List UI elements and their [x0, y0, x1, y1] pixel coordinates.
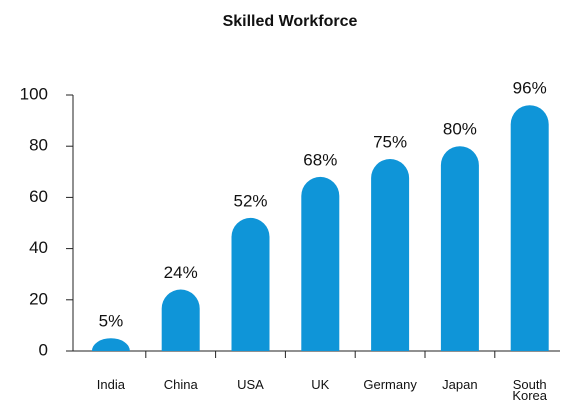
y-tick-label: 0	[39, 340, 48, 359]
y-tick-label: 60	[29, 187, 48, 206]
bar	[301, 176, 340, 351]
bar	[231, 217, 270, 351]
value-label: 75%	[373, 132, 407, 151]
bar	[440, 146, 479, 351]
x-tick-label: China	[163, 377, 198, 392]
x-tick-label: USA	[237, 377, 264, 392]
value-label: 24%	[164, 263, 198, 282]
bar	[371, 159, 410, 351]
x-tick-label: Japan	[442, 377, 478, 392]
x-tick-label: India	[96, 377, 125, 392]
bar	[161, 289, 200, 351]
y-tick-label: 100	[20, 84, 48, 103]
x-tick-label: UK	[311, 377, 330, 392]
y-tick-label: 80	[29, 136, 48, 155]
value-label: 68%	[303, 150, 337, 169]
y-tick-label: 40	[29, 238, 48, 257]
value-label: 52%	[233, 191, 267, 210]
value-label: 96%	[513, 79, 547, 98]
chart-title: Skilled Workforce	[223, 13, 358, 30]
value-label: 5%	[99, 312, 124, 331]
value-label: 80%	[443, 120, 477, 139]
bar	[91, 338, 130, 351]
x-tick-label: South Korea	[512, 377, 548, 403]
bar	[510, 105, 549, 352]
y-tick-label: 20	[29, 289, 48, 308]
x-tick-label: Germany	[363, 377, 417, 392]
